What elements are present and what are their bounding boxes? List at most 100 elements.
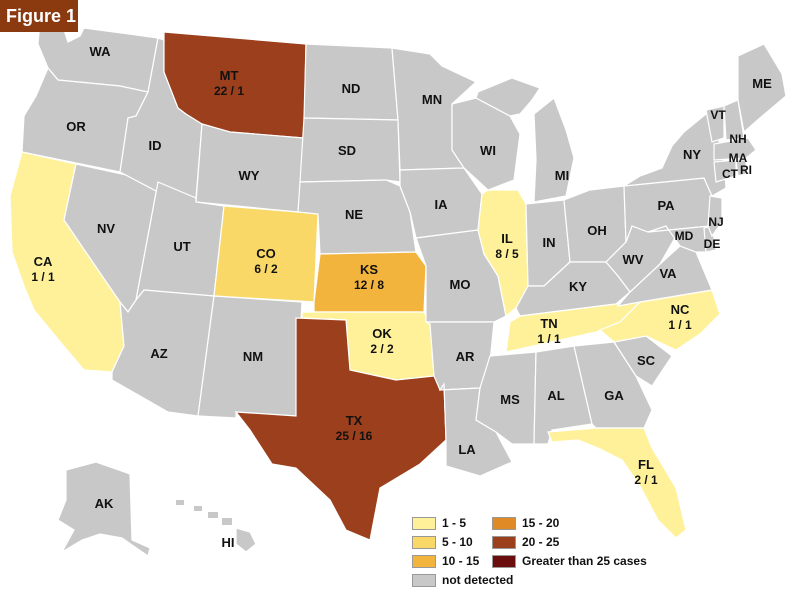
state-hi-islet-2 [194,506,202,511]
label-nj: NJ [708,215,723,229]
legend-item-25-plus: Greater than 25 cases [492,553,647,569]
label-la: LA [458,442,476,457]
label-ms: MS [500,392,520,407]
legend-swatch-15-20 [492,516,516,530]
legend-label-20-25: 20 - 25 [522,535,560,549]
value-nc: 1 / 1 [668,318,692,332]
state-vt[interactable] [705,105,725,143]
label-mt: MT [220,68,239,83]
figure-label: Figure 1 [0,0,78,32]
state-sd[interactable] [299,117,401,183]
label-ga: GA [604,388,624,403]
legend-swatch-5-10 [412,535,436,549]
state-nh[interactable] [723,99,745,141]
label-ut: UT [173,239,190,254]
label-nv: NV [97,221,115,236]
value-fl: 2 / 1 [634,473,658,487]
state-ma[interactable] [713,137,757,161]
legend-label-15-20: 15 - 20 [522,516,560,530]
label-ky: KY [569,279,587,294]
legend-label-25-plus: Greater than 25 cases [522,554,647,568]
legend-item-15-20: 15 - 20 [492,515,559,531]
state-mi[interactable] [475,77,541,117]
state-hi-islet-1 [176,500,184,505]
label-nm: NM [243,349,263,364]
label-ny: NY [683,147,701,162]
legend-label-5-10: 5 - 10 [442,535,473,549]
state-me[interactable] [737,43,787,134]
label-de: DE [704,237,721,251]
value-tn: 1 / 1 [537,332,561,346]
label-tn: TN [540,316,557,331]
state-hi[interactable] [235,527,257,553]
label-fl: FL [638,457,654,472]
label-vt: VT [710,108,726,122]
label-tx: TX [346,413,363,428]
legend-swatch-25-plus [492,554,516,568]
legend-swatch-not-detected [412,573,436,587]
legend-label-1-5: 1 - 5 [442,516,467,530]
label-ok: OK [372,326,392,341]
label-ne: NE [345,207,363,222]
state-fl[interactable] [547,427,687,539]
label-md: MD [675,229,694,243]
label-wa: WA [90,44,112,59]
legend: 1 - 5 5 - 10 10 - 15 15 - 20 20 - 25 Gre… [412,515,702,599]
label-in: IN [543,235,556,250]
state-mi-lower[interactable] [533,97,575,203]
state-nc[interactable] [598,289,721,351]
label-wy: WY [239,168,260,183]
label-ak: AK [95,496,114,511]
label-hi: HI [222,535,235,550]
label-id: ID [149,138,162,153]
value-ca: 1 / 1 [31,270,55,284]
state-nj[interactable] [707,195,723,238]
state-va[interactable] [616,245,713,307]
label-nh: NH [729,132,746,146]
value-il: 8 / 5 [495,247,519,261]
label-ar: AR [456,349,475,364]
state-hi-islet-4 [222,518,232,525]
state-hi-islet-3 [208,512,218,518]
label-oh: OH [587,223,607,238]
label-sd: SD [338,143,356,158]
label-il: IL [501,231,513,246]
legend-label-10-15: 10 - 15 [442,554,480,568]
state-ri[interactable] [735,159,747,177]
label-or: OR [66,119,86,134]
label-nc: NC [671,302,690,317]
label-va: VA [659,266,677,281]
label-co: CO [256,246,276,261]
state-tx[interactable] [234,317,447,541]
label-mi: MI [555,168,569,183]
state-ct[interactable] [713,159,737,183]
label-az: AZ [150,346,167,361]
value-co: 6 / 2 [254,262,278,276]
value-ok: 2 / 2 [370,342,394,356]
label-ri: RI [740,163,752,177]
state-il[interactable] [477,189,529,318]
label-ca: CA [34,254,53,269]
legend-item-10-15: 10 - 15 [412,553,479,569]
label-me: ME [752,76,772,91]
label-al: AL [547,388,564,403]
value-mt: 22 / 1 [214,84,244,98]
label-mo: MO [450,277,471,292]
legend-item-not-detected: not detected [412,572,513,588]
legend-item-5-10: 5 - 10 [412,534,473,550]
label-nd: ND [342,81,361,96]
legend-swatch-20-25 [492,535,516,549]
label-ct: CT [722,167,739,181]
label-ks: KS [360,262,378,277]
label-wv: WV [623,252,644,267]
label-ma: MA [729,151,748,165]
state-ak[interactable] [57,461,151,557]
legend-swatch-1-5 [412,516,436,530]
label-ia: IA [435,197,449,212]
label-wi: WI [480,143,496,158]
label-pa: PA [657,198,675,213]
legend-swatch-10-15 [412,554,436,568]
legend-item-1-5: 1 - 5 [412,515,466,531]
state-co[interactable] [213,205,319,303]
